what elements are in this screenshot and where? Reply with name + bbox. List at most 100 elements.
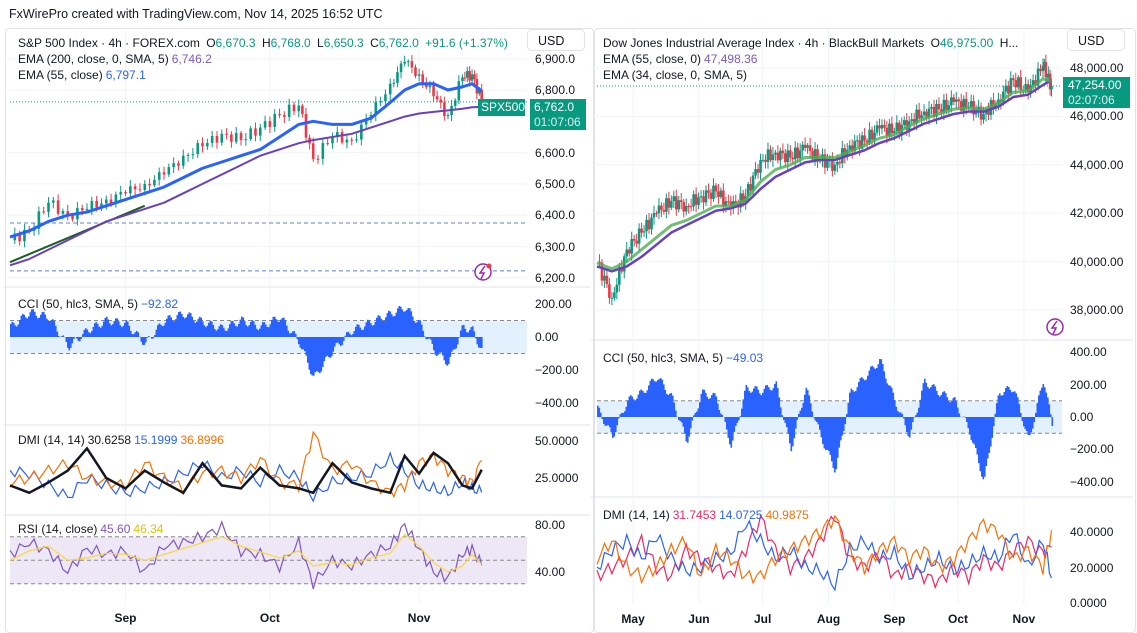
price-axis-label[interactable]: 42,000.00 [1070,206,1123,220]
cci-axis-label[interactable]: 200.00 [1070,378,1107,392]
cci-axis-label[interactable]: 0.00 [535,330,558,344]
candle-body [143,184,146,190]
cci-bar [283,318,285,337]
cci-bar [22,314,24,337]
candle-body [685,206,688,212]
time-axis-label[interactable]: Sep [883,612,905,626]
cci-bar [52,319,54,337]
cci-bar [220,324,222,337]
cci-bar [609,417,611,427]
dmi-axis-label[interactable]: 50.0000 [535,434,578,448]
cci-bar [183,317,185,337]
rsi-axis-label[interactable]: 40.00 [535,565,565,579]
cci-bar [346,332,348,337]
rsi-axis-label[interactable]: 80.00 [535,518,565,532]
cci-bar [30,312,32,337]
price-axis-label[interactable]: 44,000.00 [1070,158,1123,172]
cci-bar [996,403,998,417]
price-axis-label[interactable]: 40,000.00 [1070,255,1123,269]
cci-bar [1020,413,1022,417]
time-axis-label[interactable]: Jun [688,612,709,626]
time-axis-label[interactable]: May [621,612,644,626]
price-axis-label[interactable]: 6,600.0 [535,146,575,160]
time-axis-label[interactable]: Sep [114,611,136,625]
cci-bar [884,371,886,417]
candle-body [230,134,233,141]
cci-bar [474,331,476,337]
cci-bar [448,337,450,364]
cci-bar [25,317,27,337]
price-axis-label[interactable]: 6,500.0 [535,177,575,191]
dmi-axis-label[interactable]: 0.0000 [1070,596,1107,610]
dmi-axis-label[interactable]: 20.0000 [1070,561,1113,575]
currency-button[interactable]: USD [1067,29,1125,51]
price-axis-label[interactable]: 48,000.00 [1070,61,1123,75]
currency-button[interactable]: USD [527,29,585,51]
price-axis-label[interactable]: 6,300.0 [535,240,575,254]
cci-legend[interactable]: CCI (50, hlc3, SMA, 5)−92.82 [18,297,181,311]
cci-bar [300,337,302,348]
cci-axis-label[interactable]: −400.00 [535,396,579,410]
cci-bar [427,337,429,339]
dmi-axis-label[interactable]: 25.0000 [535,471,578,485]
time-axis-label[interactable]: Aug [817,612,840,626]
time-axis-label[interactable]: Oct [948,612,968,626]
cci-bar [942,392,944,417]
cci-bar [478,337,480,348]
cci-bar [391,314,393,337]
candle-body [269,121,272,127]
price-axis-label[interactable]: 6,800.0 [535,83,575,97]
cci-bar [328,337,330,357]
time-axis-label[interactable]: Oct [260,611,280,625]
cci-bar [621,413,623,417]
cci-bar [911,417,913,430]
cci-axis-label[interactable]: −200.00 [1070,442,1114,456]
cci-bar [830,417,832,455]
cci-bar [912,417,914,422]
time-axis-label[interactable]: Jul [754,612,771,626]
cci-bar [481,337,483,348]
cci-legend[interactable]: CCI (50, hlc3, SMA, 5)−49.03 [603,351,766,365]
price-axis-label[interactable]: 6,900.0 [535,52,575,66]
cci-bar [756,387,758,417]
cci-bar [39,318,41,337]
candle-body [293,105,296,112]
cci-bar [292,331,294,337]
price-axis-label[interactable]: 6,200.0 [535,271,575,285]
candle-body [384,94,387,101]
cci-bar [827,417,829,450]
cci-axis-label[interactable]: 400.00 [1070,345,1107,359]
candle-body [635,241,638,244]
cci-bar [888,385,890,417]
price-axis-label[interactable]: 38,000.00 [1070,303,1123,317]
cci-bar [777,388,779,417]
ema34-legend[interactable]: EMA (34, close, 0, SMA, 5) [603,68,750,82]
time-axis-label[interactable]: Nov [408,611,431,625]
cci-bar [1050,414,1052,417]
cci-axis-label[interactable]: 0.00 [1070,410,1093,424]
candle-body [663,210,666,212]
cci-bar [442,337,444,355]
ema55-legend[interactable]: EMA (55, close, 0)47,498.36 [603,52,760,66]
cci-bar [433,337,435,350]
cci-bar [109,323,111,337]
dmi-axis-label[interactable]: 40.0000 [1070,525,1113,539]
price-axis-label[interactable]: 46,000.00 [1070,109,1123,123]
cci-bar [184,318,186,337]
cci-axis-label[interactable]: 200.00 [535,297,572,311]
ema55-legend[interactable]: EMA (55, close)6,797.1 [18,68,149,82]
cci-bar [285,320,287,337]
cci-bar [713,393,715,417]
cci-axis-label[interactable]: −200.00 [535,363,579,377]
cci-axis-label[interactable]: −400.00 [1070,475,1114,489]
cci-bar [1004,392,1006,417]
ema200-legend[interactable]: EMA (200, close, 0, SMA, 5)6,746.2 [18,52,215,66]
cci-bar [1038,395,1040,417]
cci-bar [264,322,266,337]
time-axis-label[interactable]: Nov [1013,612,1036,626]
price-axis-label[interactable]: 6,400.0 [535,208,575,222]
candle-body [668,198,671,208]
